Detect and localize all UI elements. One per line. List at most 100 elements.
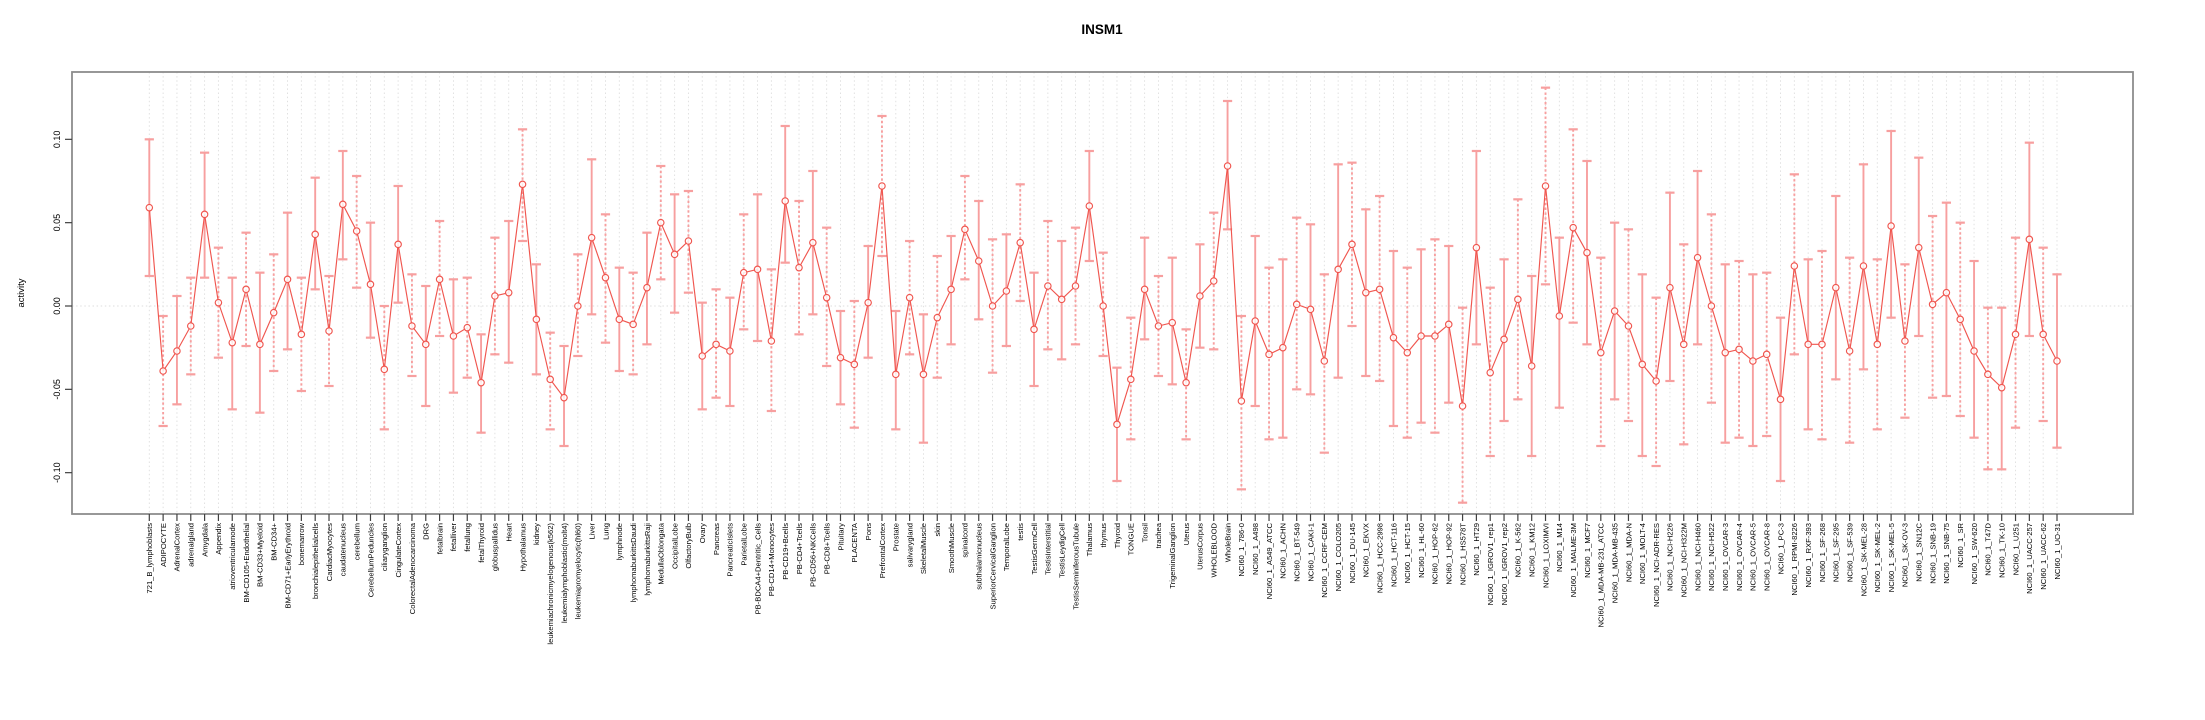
x-tick-label: ADIPOCYTE (159, 523, 168, 567)
x-tick-label: atrioventricularnode (228, 523, 237, 590)
x-tick-label: NCI60_1_COLO205 (1334, 523, 1343, 591)
x-tick-label: NCI60_1_NCI-H460 (1693, 523, 1702, 591)
x-tick-label: NCI60_1_M14 (1555, 523, 1564, 572)
x-tick-label: NCI60_1_TK-10 (1998, 523, 2007, 578)
x-tick-label: NCI60_1_HCT-116 (1389, 523, 1398, 587)
x-tick-label: bronchialepithelialcells (311, 523, 320, 599)
x-tick-label: PB-CD8+Tcells (822, 523, 831, 574)
x-tick-label: BM-CD105+Endothelial (242, 523, 251, 603)
y-tick-label: -0.10 (52, 462, 62, 483)
x-tick-label: NCI60_1_RXF-393 (1804, 523, 1813, 588)
x-tick-label: NCI60_1_IGROV1_rep2 (1500, 523, 1509, 605)
x-tick-label: trachea (1154, 522, 1163, 548)
x-tick-label: lymphomaburkittsDaudi (629, 523, 638, 603)
x-tick-label: NCI60_1_U251 (2011, 523, 2020, 575)
x-tick-label: NCI60_1_786-0 (1237, 523, 1246, 577)
x-tick-label: Liver (587, 523, 596, 540)
x-tick-label: cerebellum (352, 523, 361, 560)
x-tick-label: 721_B_lymphoblasts (145, 523, 154, 594)
x-tick-label: fetalliver (449, 523, 458, 552)
x-tick-label: Hypothalamus (518, 523, 527, 572)
x-tick-label: leukemiapromyelocytic(hl60) (574, 523, 583, 620)
x-tick-label: Prostate (892, 523, 901, 551)
x-tick-label: NCI60_1_MCF7 (1583, 523, 1592, 578)
x-tick-label: SuperiorCervicalGanglion (988, 523, 997, 610)
x-tick-label: UterusCorpus (1196, 523, 1205, 570)
x-tick-label: Pons (864, 523, 873, 541)
chart-title: INSM1 (1081, 22, 1123, 37)
x-tick-label: NCI60_1_SK-MEL-2 (1873, 523, 1882, 592)
x-tick-label: ColorectalAdenocarcinoma (408, 522, 417, 614)
x-tick-label: PLACENTA (850, 522, 859, 562)
x-tick-label: NCI60_1_OVCAR-3 (1721, 523, 1730, 591)
x-tick-label: TrigeminalGanglion (1168, 523, 1177, 589)
y-tick-label: -0.05 (52, 379, 62, 400)
x-tick-label: PancreaticIslets (726, 523, 735, 577)
x-tick-label: NCI60_1_SNB-19 (1928, 523, 1937, 584)
x-tick-label: TestisInterstitial (1044, 523, 1053, 575)
x-tick-label: TestisSeminiferousTubule (1071, 523, 1080, 610)
y-tick-label: 0.05 (52, 214, 62, 232)
x-tick-label: subthalamicnucleus (975, 523, 984, 590)
x-tick-label: NCI60_1_HT29 (1472, 523, 1481, 576)
x-tick-label: NCI60_1_HL-60 (1417, 523, 1426, 578)
x-tick-label: NCI60_1_MDA-MB-435 (1610, 523, 1619, 603)
x-tick-label: NCI60_1_A549_ATCC (1265, 522, 1274, 599)
x-tick-label: TemporalLobe (1002, 523, 1011, 571)
x-tick-label: NCI60_1_EKVX (1362, 523, 1371, 577)
x-tick-label: NCI60_1_SF-539 (1845, 523, 1854, 582)
x-tick-label: Ovary (698, 523, 707, 543)
x-tick-label: leukemialymphoblastic(molt4) (560, 523, 569, 623)
x-tick-label: NCI60_1_MALME-3M (1569, 523, 1578, 597)
data-markers (145, 162, 2061, 429)
x-tick-label: thymus (1099, 523, 1108, 548)
x-tick-label: lymphomaburkittsRaji (643, 523, 652, 596)
y-axis (65, 138, 72, 474)
x-tick-label: MedullaOblongata (657, 522, 666, 584)
x-tick-label: NCI60_1_NCI-H322M (1680, 523, 1689, 597)
x-tick-label: testis (1016, 523, 1025, 541)
x-tick-label: NCI60_1_LOXIMVI (1541, 523, 1550, 588)
x-tick-label: bonemarrow (297, 522, 306, 565)
x-tick-label: NCI60_1_NCI-H522 (1707, 523, 1716, 591)
x-tick-label: caudatenucleus (339, 523, 348, 576)
x-tick-label: Appendix (214, 523, 223, 555)
x-tick-label: NCI60_1_HCT-15 (1403, 523, 1412, 583)
y-tick-label: 0.00 (52, 297, 62, 315)
x-tick-label: NCI60_1_HS578T (1458, 523, 1467, 585)
x-tick-label: NCI60_1_MDA-MB-231_ATCC (1597, 522, 1606, 627)
x-tick-label: NCI60_1_SR (1956, 522, 1965, 567)
x-tick-label: CardiacMyocytes (325, 523, 334, 581)
x-tick-label: AdrenalCortex (173, 523, 182, 572)
x-tick-label: PB-CD19+Bcells (781, 523, 790, 580)
x-tick-label: PrefrontalCortex (878, 523, 887, 578)
x-tick-label: NCI60_1_KM12 (1527, 523, 1536, 577)
x-tick-label: fetallung (463, 523, 472, 552)
x-tick-label: NCI60_1_HOP-62 (1431, 523, 1440, 585)
x-tick-label: NCI60_1_CAKI-1 (1306, 523, 1315, 582)
x-tick-label: lymphnode (615, 523, 624, 560)
x-tick-label: NCI60_1_UACC-62 (2039, 523, 2048, 590)
x-tick-label: OccipitalLobe (670, 523, 679, 569)
x-tick-label: NCI60_1_BT-549 (1292, 523, 1301, 582)
x-tick-label: DRG (422, 523, 431, 540)
x-tick-label: Lung (601, 523, 610, 540)
x-tick-label: NCI60_1_CCRF-CEM (1320, 523, 1329, 598)
x-tick-label: PB-CD56+NKCells (809, 523, 818, 587)
x-tick-label: CingulateCortex (394, 523, 403, 578)
x-tick-label: PB-BDCA4+Dentritic_Cells (753, 523, 762, 615)
x-tick-label: CerebellumPeduncles (366, 523, 375, 597)
x-tick-label: NCI60_1_T47D (1984, 522, 1993, 575)
x-tick-label: NCI60_1_HCC-2998 (1375, 523, 1384, 593)
x-tick-label: spinalcord (961, 523, 970, 558)
x-tick-label: Tonsil (1140, 523, 1149, 543)
x-tick-labels: 721_B_lymphoblasts ADIPOCYTE AdrenalCortex… (145, 522, 2062, 645)
x-tick-label: PB-CD4+Tcells (795, 523, 804, 574)
x-tick-label: BM-CD33+Myeloid (256, 523, 265, 587)
x-axis (148, 514, 2058, 521)
x-tick-label: NCI60_1_MDA-N (1624, 523, 1633, 582)
x-tick-label: fetalbrain (435, 523, 444, 554)
x-tick-label: SmoothMuscle (947, 523, 956, 573)
x-tick-label: NCI60_1_OVCAR-8 (1762, 523, 1771, 591)
x-tick-label: TestisGermCell (1030, 523, 1039, 575)
